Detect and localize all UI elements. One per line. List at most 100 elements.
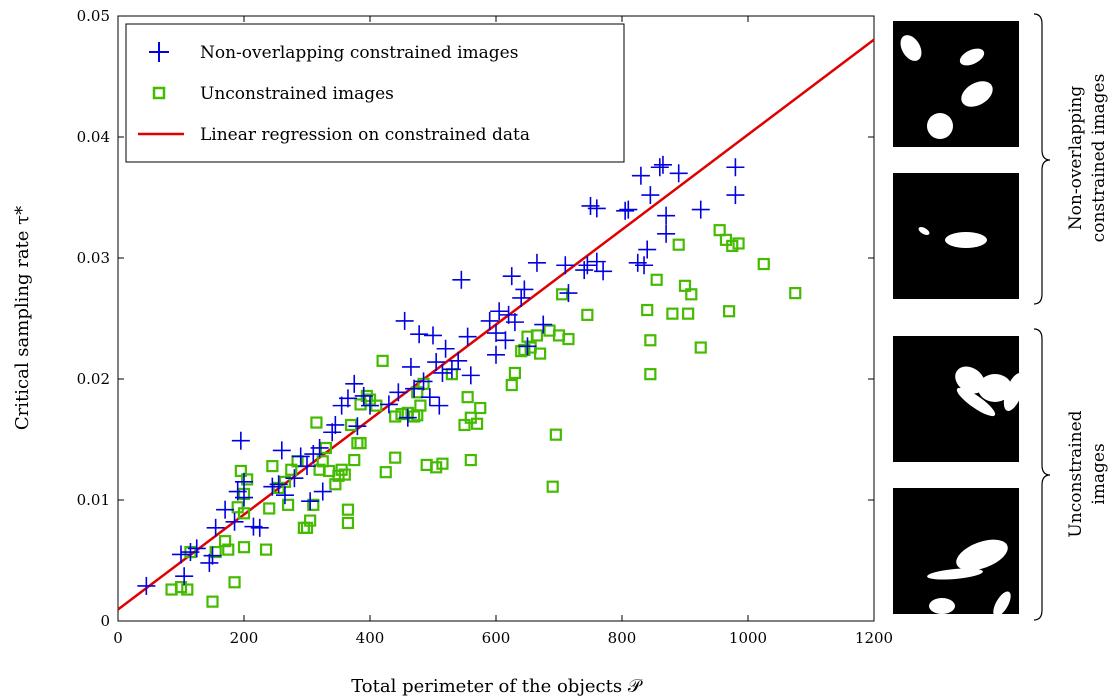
- point-unconstrained: [348, 453, 361, 467]
- point-constrained: [650, 158, 669, 177]
- point-unconstrained: [338, 468, 351, 481]
- y-tick-label: 0.04: [77, 128, 110, 146]
- point-unconstrained: [310, 416, 323, 429]
- point-constrained: [379, 395, 398, 414]
- point-unconstrained: [722, 305, 736, 318]
- point-constrained: [427, 353, 446, 372]
- point-constrained: [285, 469, 304, 488]
- point-constrained: [641, 186, 660, 205]
- point-constrained: [594, 262, 613, 281]
- point-unconstrained: [474, 401, 487, 415]
- point-constrained: [449, 351, 468, 370]
- sample-image-4: [893, 488, 1019, 617]
- point-constrained: [653, 155, 672, 174]
- point-constrained: [298, 457, 316, 476]
- point-constrained: [310, 438, 329, 457]
- point-unconstrained: [395, 407, 408, 421]
- point-unconstrained: [682, 307, 695, 320]
- brace-constrained: [1033, 13, 1051, 305]
- legend-label-unconstrained: Unconstrained images: [200, 84, 394, 104]
- point-unconstrained: [266, 460, 279, 473]
- point-constrained: [187, 539, 206, 558]
- point-unconstrained: [430, 461, 443, 474]
- point-unconstrained: [789, 286, 802, 300]
- legend-label-regression: Linear regression on constrained data: [200, 125, 530, 145]
- point-constrained: [575, 261, 594, 280]
- point-unconstrained: [556, 288, 569, 301]
- point-constrained: [216, 500, 235, 519]
- point-constrained: [250, 518, 269, 537]
- side-label-constrained-line2: constrained images: [1089, 74, 1109, 243]
- point-constrained: [225, 512, 244, 531]
- point-constrained: [452, 270, 471, 289]
- point-unconstrained: [316, 455, 329, 468]
- x-tick-label: 1000: [729, 629, 767, 647]
- point-unconstrained: [533, 347, 547, 360]
- point-unconstrained: [530, 329, 544, 342]
- point-constrained: [200, 553, 219, 572]
- point-constrained: [515, 280, 534, 299]
- point-constrained: [414, 372, 433, 391]
- point-constrained: [269, 475, 288, 494]
- point-unconstrained: [650, 273, 663, 286]
- point-unconstrained: [464, 453, 477, 467]
- point-constrained: [401, 357, 420, 376]
- point-unconstrained: [341, 516, 355, 530]
- point-unconstrained: [505, 378, 518, 392]
- x-tick-label: 800: [608, 629, 637, 647]
- x-tick-label: 1200: [855, 629, 893, 647]
- point-constrained: [461, 366, 480, 385]
- point-constrained: [559, 284, 578, 303]
- y-tick-label: 0.03: [77, 249, 110, 267]
- x-axis-label: Total perimeter of the objects 𝒫: [351, 676, 643, 697]
- point-constrained: [487, 324, 505, 343]
- side-label-unconstrained-line1: Unconstrained: [1066, 410, 1086, 537]
- point-constrained: [235, 488, 253, 507]
- point-unconstrained: [678, 279, 692, 292]
- y-tick-label: 0.05: [77, 7, 110, 25]
- point-unconstrained: [206, 595, 219, 608]
- point-constrained: [527, 253, 546, 272]
- point-unconstrained: [408, 410, 421, 423]
- point-constrained: [345, 374, 364, 393]
- point-constrained: [657, 224, 676, 243]
- point-constrained: [137, 576, 156, 595]
- point-constrained: [436, 339, 455, 358]
- point-unconstrained: [672, 238, 685, 251]
- point-constrained: [354, 386, 373, 405]
- point-constrained: [496, 331, 515, 350]
- point-constrained: [691, 200, 710, 219]
- side-label-unconstrained-line2: images: [1089, 443, 1109, 504]
- point-unconstrained: [282, 498, 295, 511]
- point-unconstrained: [471, 417, 484, 430]
- point-constrained: [587, 199, 606, 218]
- point-unconstrained: [726, 239, 739, 252]
- point-constrained: [458, 327, 477, 346]
- point-unconstrained: [666, 307, 679, 320]
- point-constrained: [638, 240, 657, 259]
- point-constrained: [206, 518, 225, 537]
- point-constrained: [361, 396, 379, 415]
- point-unconstrained: [174, 581, 188, 594]
- legend: Non-overlapping constrained images Uncon…: [125, 23, 625, 163]
- x-tick-label: 400: [356, 629, 385, 647]
- legend-box: [125, 23, 625, 163]
- point-unconstrained: [414, 399, 427, 412]
- point-constrained: [395, 311, 414, 330]
- point-constrained: [405, 379, 424, 398]
- point-constrained: [726, 158, 745, 177]
- point-constrained: [410, 325, 429, 344]
- point-unconstrained: [209, 545, 222, 559]
- point-constrained: [502, 267, 521, 286]
- sample-image-3: [893, 336, 1025, 462]
- point-unconstrained: [685, 288, 698, 301]
- point-constrained: [518, 337, 537, 356]
- point-constrained: [669, 164, 688, 183]
- point-constrained: [657, 206, 676, 225]
- point-constrained: [420, 388, 439, 407]
- point-unconstrained: [518, 343, 531, 357]
- side-panels: Non-overlapping constrained images Uncon…: [893, 13, 1109, 621]
- point-constrained: [512, 288, 531, 307]
- point-unconstrained: [694, 341, 707, 354]
- point-unconstrained: [300, 521, 314, 534]
